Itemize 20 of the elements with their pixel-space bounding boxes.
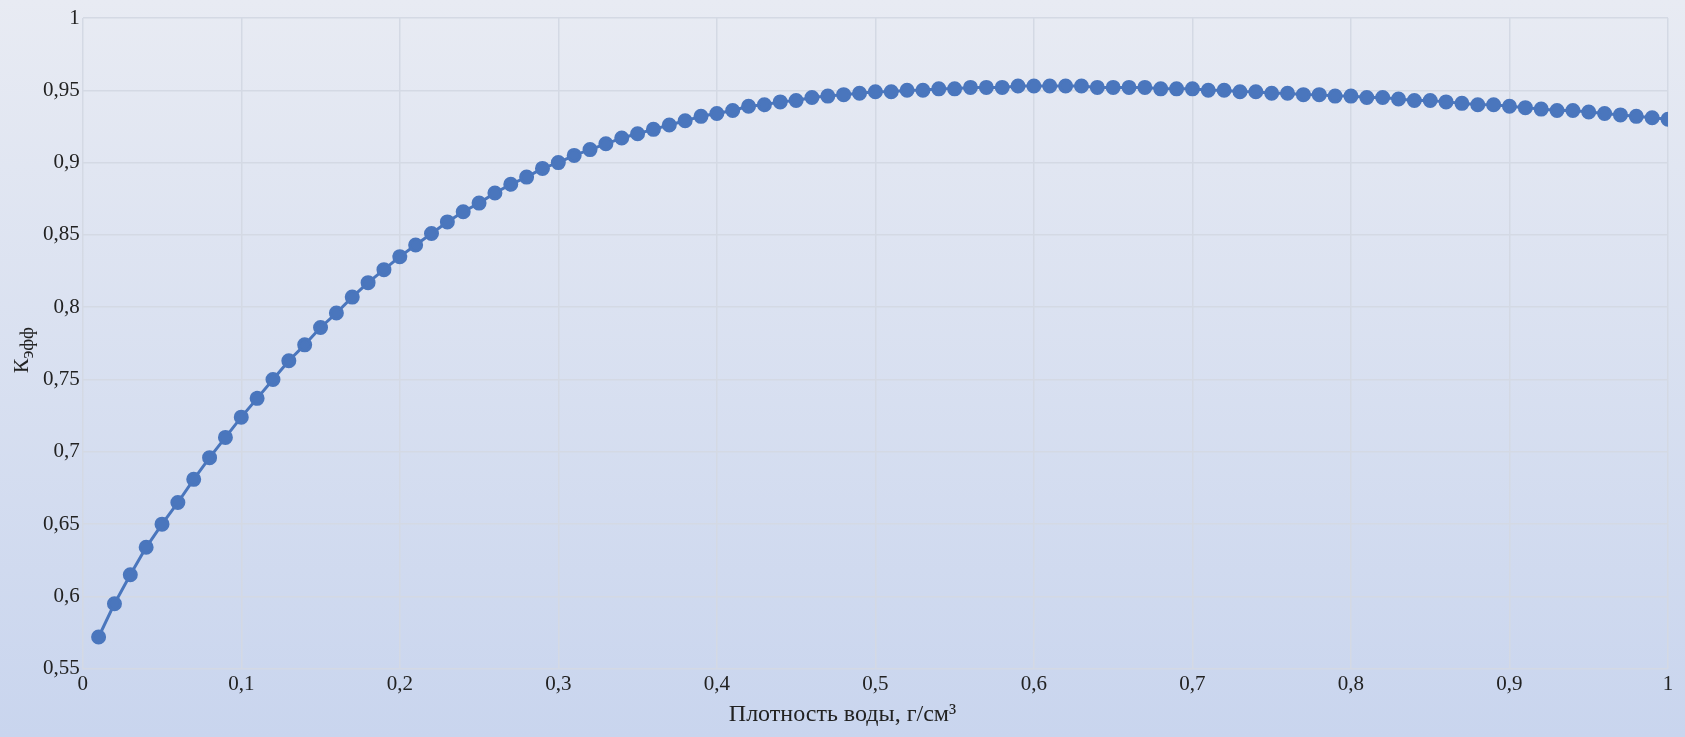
x-tick-label: 0,3	[545, 670, 572, 695]
y-tick-label: 0,65	[43, 510, 80, 535]
y-tick-label: 0,85	[43, 221, 80, 246]
x-tick-label: 0,1	[228, 670, 255, 695]
x-tick-label: 0,6	[1020, 670, 1048, 695]
y-tick-label: 1	[69, 4, 80, 29]
y-tick-label: 0,8	[53, 293, 80, 318]
y-tick-label: 0,95	[43, 76, 80, 101]
x-tick-label: 1	[1662, 670, 1674, 695]
x-tick-label: 0,4	[703, 670, 731, 695]
x-tick-label: 0,8	[1337, 670, 1365, 695]
x-tick-label: 0,7	[1179, 670, 1206, 695]
x-tick-label: 0,5	[862, 670, 889, 695]
y-tick-label: 0,7	[53, 438, 80, 463]
y-tick-label: 0,6	[53, 583, 80, 607]
y-tick-label: 0,9	[53, 149, 80, 174]
x-tick-label: 0,9	[1496, 670, 1523, 695]
y-tick-label: 0,75	[43, 366, 80, 391]
x-axis-title: Плотность воды, г/см³	[727, 700, 958, 727]
x-tick-label: 0,2	[386, 670, 413, 695]
